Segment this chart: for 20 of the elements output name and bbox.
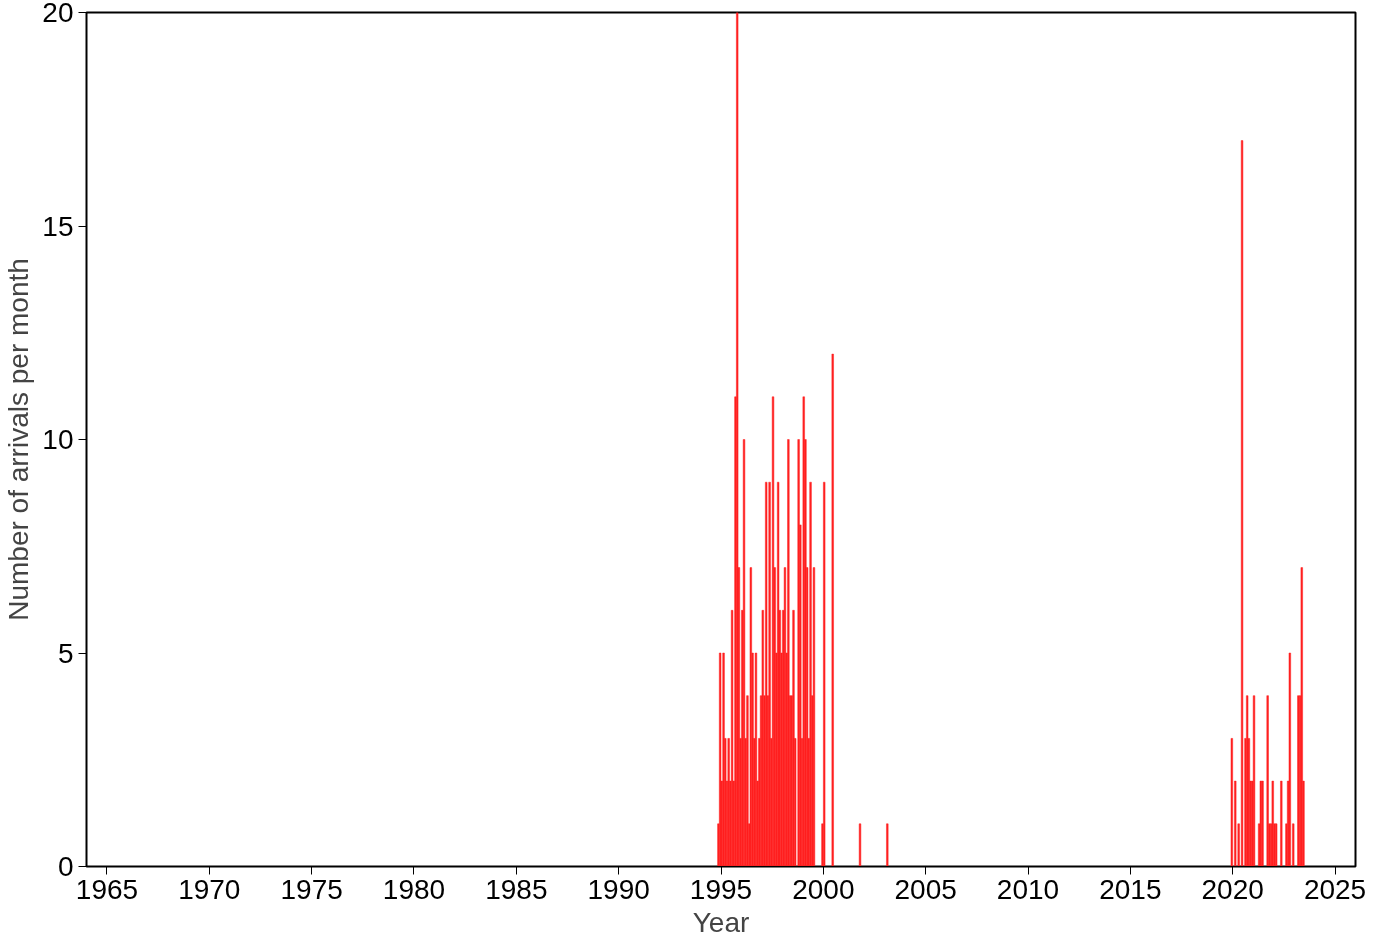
x-tick-label: 1995 bbox=[689, 873, 753, 905]
x-tick-label: 2010 bbox=[996, 873, 1060, 905]
x-tick-label: 1980 bbox=[382, 873, 446, 905]
x-tick-label: 2015 bbox=[1099, 873, 1162, 905]
x-axis-title: Year bbox=[692, 906, 750, 938]
x-tick-label: 2020 bbox=[1201, 873, 1264, 905]
x-tick-label: 2000 bbox=[792, 873, 855, 905]
y-tick-label: 0 bbox=[57, 851, 74, 882]
x-tick-label: 1975 bbox=[280, 873, 343, 905]
y-axis-title: Number of arrivals per month bbox=[3, 258, 35, 621]
y-tick-label: 15 bbox=[42, 210, 74, 242]
x-tick-label: 1970 bbox=[178, 873, 241, 905]
x-tick-label: 1965 bbox=[75, 873, 139, 905]
x-tick-label: 2005 bbox=[894, 873, 957, 905]
x-tick-label: 1990 bbox=[587, 873, 650, 905]
x-tick-label: 1985 bbox=[485, 873, 548, 905]
y-tick-label: 5 bbox=[57, 637, 74, 669]
y-tick-label: 10 bbox=[42, 424, 74, 455]
x-tick-label: 2025 bbox=[1303, 873, 1367, 905]
y-tick-label: 20 bbox=[42, 0, 74, 28]
